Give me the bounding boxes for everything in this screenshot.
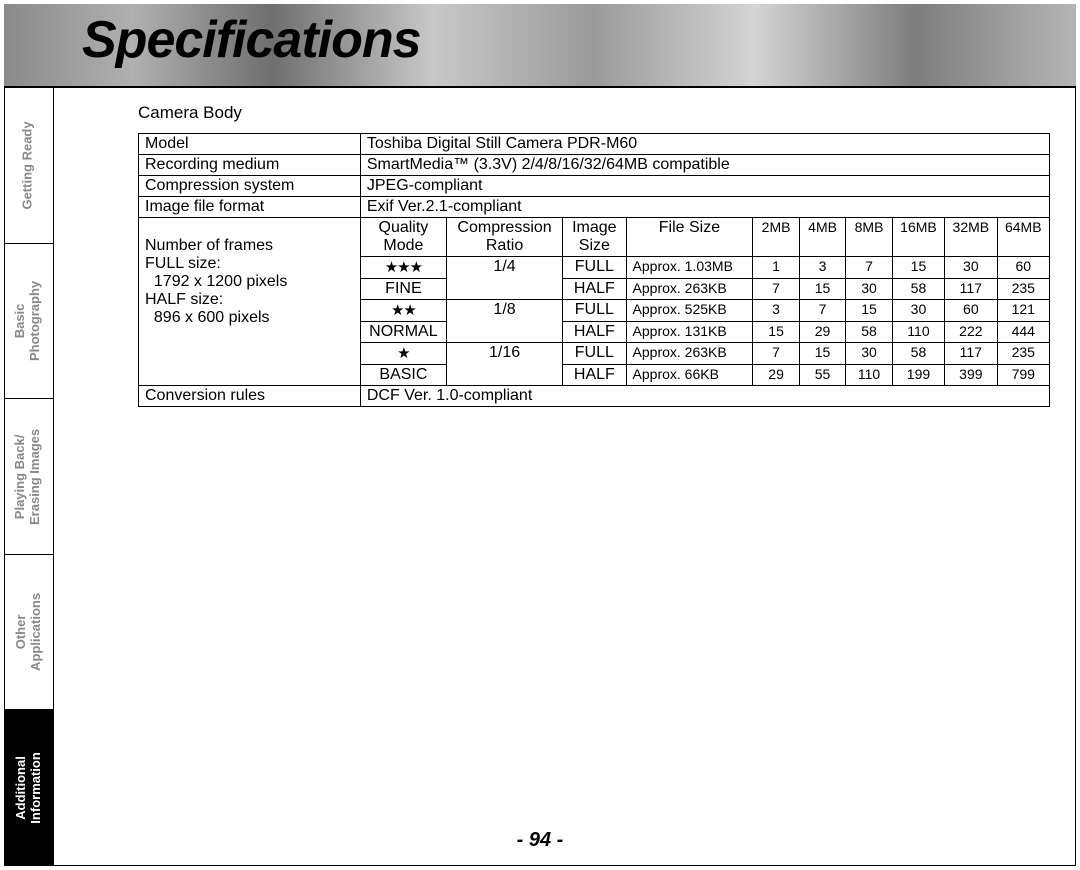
side-tab-label: AdditionalInformation bbox=[14, 752, 44, 824]
frame-count: 55 bbox=[799, 365, 845, 386]
frame-count: 15 bbox=[846, 300, 892, 322]
file-size: Approx. 1.03MB bbox=[626, 257, 753, 279]
side-tab-label: BasicPhotography bbox=[14, 281, 44, 361]
frame-count: 30 bbox=[846, 279, 892, 300]
frame-count: 58 bbox=[892, 343, 944, 365]
spec-value: Exif Ver.2.1-compliant bbox=[360, 197, 1049, 218]
frame-count: 7 bbox=[846, 257, 892, 279]
frame-count: 30 bbox=[846, 343, 892, 365]
frame-count: 110 bbox=[846, 365, 892, 386]
hdr-capacity: 8MB bbox=[846, 218, 892, 257]
hdr-quality: QualityMode bbox=[360, 218, 446, 257]
frame-count: 235 bbox=[997, 343, 1049, 365]
frame-count: 235 bbox=[997, 279, 1049, 300]
hdr-imgsize: ImageSize bbox=[563, 218, 626, 257]
frame-count: 117 bbox=[945, 343, 997, 365]
frame-count: 117 bbox=[945, 279, 997, 300]
compression-ratio: 1/8 bbox=[446, 300, 562, 343]
quality-stars: ★★★ bbox=[360, 257, 446, 279]
hdr-capacity: 64MB bbox=[997, 218, 1049, 257]
side-tab-label: Playing Back/Erasing Images bbox=[14, 428, 44, 524]
hdr-capacity: 4MB bbox=[799, 218, 845, 257]
side-tab[interactable]: Getting Ready bbox=[4, 88, 54, 244]
file-size: Approx. 525KB bbox=[626, 300, 753, 322]
frame-count: 15 bbox=[799, 279, 845, 300]
hdr-capacity: 2MB bbox=[753, 218, 799, 257]
quality-stars: ★ bbox=[360, 343, 446, 365]
side-tab[interactable]: Playing Back/Erasing Images bbox=[4, 399, 54, 555]
frame-count: 58 bbox=[892, 279, 944, 300]
spec-value: DCF Ver. 1.0-compliant bbox=[360, 386, 1049, 407]
frame-count: 399 bbox=[945, 365, 997, 386]
content-area: Camera Body ModelToshiba Digital Still C… bbox=[138, 103, 1050, 407]
image-size: FULL bbox=[563, 343, 626, 365]
side-tab-label: Getting Ready bbox=[21, 121, 36, 209]
frame-count: 799 bbox=[997, 365, 1049, 386]
quality-name: BASIC bbox=[360, 365, 446, 386]
page-title: Specifications bbox=[82, 10, 421, 70]
frame-count: 444 bbox=[997, 322, 1049, 343]
frame-count: 15 bbox=[799, 343, 845, 365]
mode-left-label: Number of framesFULL size: 1792 x 1200 p… bbox=[139, 218, 361, 386]
spec-value: SmartMedia™ (3.3V) 2/4/8/16/32/64MB comp… bbox=[360, 155, 1049, 176]
frame-count: 30 bbox=[892, 300, 944, 322]
spec-value: JPEG-compliant bbox=[360, 176, 1049, 197]
compression-ratio: 1/16 bbox=[446, 343, 562, 386]
spec-label: Conversion rules bbox=[139, 386, 361, 407]
file-size: Approx. 66KB bbox=[626, 365, 753, 386]
spec-label: Recording medium bbox=[139, 155, 361, 176]
image-size: FULL bbox=[563, 300, 626, 322]
frame-count: 222 bbox=[945, 322, 997, 343]
side-tab-label: OtherApplications bbox=[14, 593, 44, 671]
frame-count: 1 bbox=[753, 257, 799, 279]
file-size: Approx. 263KB bbox=[626, 279, 753, 300]
image-size: FULL bbox=[563, 257, 626, 279]
file-size: Approx. 131KB bbox=[626, 322, 753, 343]
spec-label: Model bbox=[139, 134, 361, 155]
spec-table: ModelToshiba Digital Still Camera PDR-M6… bbox=[138, 133, 1050, 407]
frame-count: 60 bbox=[997, 257, 1049, 279]
section-title: Camera Body bbox=[138, 103, 1050, 123]
frame-count: 7 bbox=[753, 343, 799, 365]
spec-value: Toshiba Digital Still Camera PDR-M60 bbox=[360, 134, 1049, 155]
spec-label: Image file format bbox=[139, 197, 361, 218]
hdr-capacity: 32MB bbox=[945, 218, 997, 257]
frame-count: 60 bbox=[945, 300, 997, 322]
side-tab[interactable]: BasicPhotography bbox=[4, 244, 54, 400]
spec-label: Compression system bbox=[139, 176, 361, 197]
quality-name: NORMAL bbox=[360, 322, 446, 343]
frame-count: 110 bbox=[892, 322, 944, 343]
frame-count: 58 bbox=[846, 322, 892, 343]
quality-name: FINE bbox=[360, 279, 446, 300]
frame-count: 30 bbox=[945, 257, 997, 279]
frame-count: 199 bbox=[892, 365, 944, 386]
hdr-capacity: 16MB bbox=[892, 218, 944, 257]
frame-count: 29 bbox=[753, 365, 799, 386]
image-size: HALF bbox=[563, 365, 626, 386]
frame-count: 121 bbox=[997, 300, 1049, 322]
quality-stars: ★★ bbox=[360, 300, 446, 322]
hdr-filesize: File Size bbox=[626, 218, 753, 257]
compression-ratio: 1/4 bbox=[446, 257, 562, 300]
hdr-ratio: CompressionRatio bbox=[446, 218, 562, 257]
frame-count: 15 bbox=[753, 322, 799, 343]
side-tab[interactable]: OtherApplications bbox=[4, 555, 54, 711]
image-size: HALF bbox=[563, 322, 626, 343]
image-size: HALF bbox=[563, 279, 626, 300]
frame-count: 3 bbox=[753, 300, 799, 322]
page-number: - 94 - bbox=[0, 829, 1080, 852]
frame-count: 29 bbox=[799, 322, 845, 343]
frame-count: 7 bbox=[799, 300, 845, 322]
side-tabs: Getting Ready BasicPhotography Playing Bac… bbox=[4, 88, 54, 866]
frame-count: 7 bbox=[753, 279, 799, 300]
frame-count: 15 bbox=[892, 257, 944, 279]
file-size: Approx. 263KB bbox=[626, 343, 753, 365]
title-band: Specifications bbox=[4, 4, 1076, 88]
frame-count: 3 bbox=[799, 257, 845, 279]
